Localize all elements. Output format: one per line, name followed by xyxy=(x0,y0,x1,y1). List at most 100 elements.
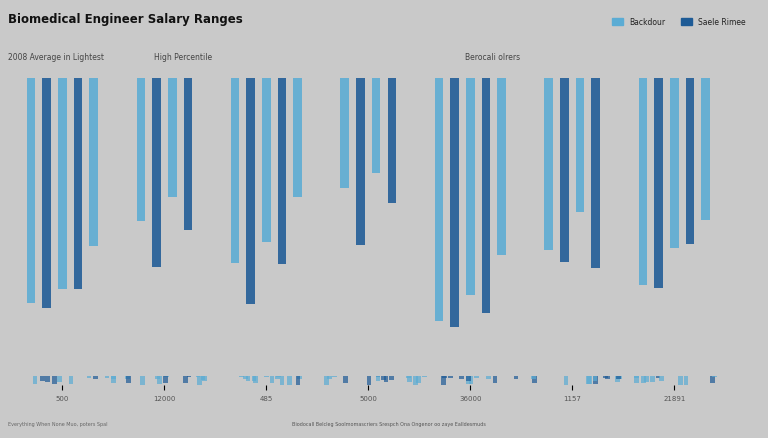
Bar xyxy=(710,376,714,383)
Bar xyxy=(137,79,145,222)
Bar xyxy=(466,79,475,295)
Bar xyxy=(111,376,116,383)
Bar xyxy=(468,376,473,385)
Text: 2008 Average in Lightest: 2008 Average in Lightest xyxy=(8,53,104,62)
Bar xyxy=(253,376,258,383)
Bar xyxy=(416,376,421,383)
Legend: Backdour, Saele Rimee: Backdour, Saele Rimee xyxy=(608,15,749,30)
Bar xyxy=(466,376,471,381)
Bar xyxy=(641,376,646,383)
Bar xyxy=(532,376,537,383)
Bar xyxy=(498,79,506,255)
Bar xyxy=(296,376,300,385)
Bar xyxy=(104,376,109,378)
Bar xyxy=(459,376,464,379)
Bar xyxy=(388,79,396,204)
Bar xyxy=(140,376,144,385)
Bar xyxy=(270,376,274,383)
Bar xyxy=(634,376,639,378)
Bar xyxy=(482,79,490,313)
Bar xyxy=(276,376,281,377)
Bar xyxy=(152,79,161,268)
Bar xyxy=(164,376,168,383)
Bar xyxy=(448,376,453,378)
Bar xyxy=(376,376,380,377)
Bar xyxy=(126,376,131,384)
Bar xyxy=(184,79,192,231)
Bar xyxy=(74,79,82,290)
Bar xyxy=(247,79,255,304)
Bar xyxy=(514,376,518,380)
Bar xyxy=(327,376,332,379)
Bar xyxy=(252,376,257,381)
Bar xyxy=(605,376,610,379)
Bar xyxy=(701,79,710,220)
Bar xyxy=(293,79,302,198)
Bar xyxy=(243,376,248,379)
Bar xyxy=(656,376,660,378)
Text: High Percentile: High Percentile xyxy=(154,53,212,62)
Bar xyxy=(588,376,592,384)
Bar xyxy=(264,376,269,377)
Bar xyxy=(168,79,177,198)
Bar xyxy=(616,376,621,379)
Bar xyxy=(280,376,284,385)
Bar xyxy=(52,376,57,385)
Bar xyxy=(200,376,206,380)
Bar xyxy=(45,376,50,382)
Bar xyxy=(57,376,61,381)
Bar xyxy=(262,79,270,243)
Bar xyxy=(197,376,202,385)
Text: Biomedical Engineer Salary Ranges: Biomedical Engineer Salary Ranges xyxy=(8,13,243,26)
Bar xyxy=(650,376,655,382)
Bar xyxy=(278,79,286,264)
Bar xyxy=(442,376,446,385)
Bar xyxy=(239,376,243,377)
Bar xyxy=(90,79,98,247)
Bar xyxy=(712,376,717,378)
Bar xyxy=(492,376,498,383)
Bar xyxy=(275,376,280,379)
Bar xyxy=(576,79,584,212)
Bar xyxy=(94,376,98,380)
Bar xyxy=(450,79,459,327)
Bar xyxy=(87,376,91,378)
Bar xyxy=(659,376,664,381)
Bar xyxy=(297,376,302,379)
Bar xyxy=(389,376,394,380)
Bar xyxy=(654,79,663,288)
Bar xyxy=(381,376,386,380)
Bar xyxy=(230,79,240,263)
Bar xyxy=(125,376,130,379)
Bar xyxy=(638,79,647,286)
Bar xyxy=(644,376,649,382)
Bar xyxy=(356,79,365,245)
Bar xyxy=(684,376,688,385)
Bar xyxy=(69,376,74,384)
Bar xyxy=(42,79,51,308)
Bar xyxy=(372,79,380,173)
Bar xyxy=(246,376,250,381)
Bar xyxy=(474,376,478,378)
Bar xyxy=(593,376,598,381)
Bar xyxy=(545,79,553,251)
Bar xyxy=(111,376,116,379)
Bar xyxy=(531,376,536,380)
Bar xyxy=(408,376,412,383)
Bar xyxy=(678,376,683,385)
Bar xyxy=(413,376,418,385)
Bar xyxy=(564,376,568,385)
Text: Biodocall Belcleg Soolmomascriers Srespch Ona Ongenor oo zaye Ealldesmuds: Biodocall Belcleg Soolmomascriers Srespc… xyxy=(292,421,485,426)
Bar xyxy=(324,376,329,385)
Bar xyxy=(184,376,188,383)
Bar xyxy=(406,376,411,378)
Text: Everything When None Muo, poters Spal: Everything When None Muo, poters Spal xyxy=(8,421,108,426)
Text: Berocali olrers: Berocali olrers xyxy=(465,53,520,62)
Bar xyxy=(586,376,591,385)
Bar xyxy=(560,79,569,262)
Bar xyxy=(435,79,443,321)
Bar xyxy=(376,376,380,381)
Bar xyxy=(40,376,45,381)
Bar xyxy=(155,376,160,379)
Bar xyxy=(615,376,620,382)
